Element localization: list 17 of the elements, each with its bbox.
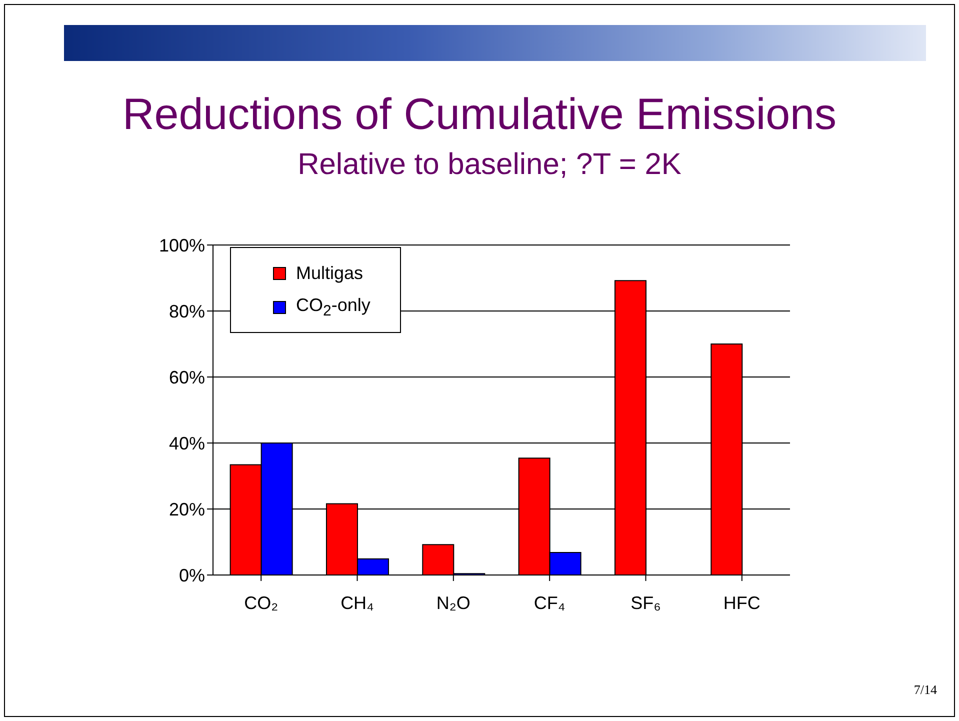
y-tick-label: 40%	[168, 433, 205, 454]
x-tick-label: CO₂	[244, 593, 278, 613]
x-tick-label: N₂O	[436, 593, 470, 613]
y-tick-label: 20%	[168, 499, 205, 520]
y-tick-label: 100%	[158, 235, 205, 256]
y-tick-label: 0%	[178, 565, 205, 586]
x-tick-label: HFC	[723, 593, 760, 613]
text: 7/14	[914, 682, 937, 698]
chart-title: Reductions of Cumulative Emissions	[121, 90, 838, 140]
chart-subtitle: Relative to baseline; ?T = 2K	[296, 148, 682, 182]
y-tick-label: 60%	[168, 367, 205, 388]
legend-label: CO$_{2}$-only	[296, 294, 370, 320]
x-tick-label: CH₄	[340, 593, 374, 613]
x-tick-label: CF₄	[534, 593, 566, 613]
x-tick-label: SF₆	[630, 593, 661, 613]
legend-label: Multigas	[296, 262, 364, 282]
y-tick-label: 80%	[168, 301, 205, 322]
